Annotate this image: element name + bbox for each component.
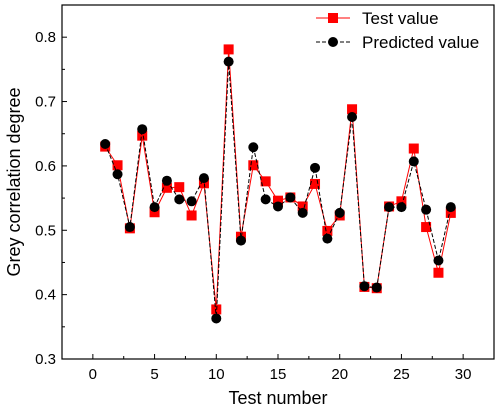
data-point-predicted-value: [137, 124, 148, 135]
data-point-test-value: [421, 222, 432, 233]
data-point-predicted-value: [112, 169, 123, 180]
data-point-predicted-value: [371, 282, 382, 293]
series-line-predicted-value: [104, 61, 452, 319]
data-point-test-value: [137, 130, 148, 141]
x-tick-label: 15: [270, 366, 287, 383]
data-point-test-value: [347, 104, 358, 115]
data-point-predicted-value: [310, 162, 321, 173]
y-tick-label: 0.6: [35, 158, 56, 175]
data-point-predicted-value: [334, 207, 345, 218]
data-point-test-value: [310, 178, 321, 189]
legend-marker-test-value: [328, 13, 338, 23]
x-tick-label: 25: [393, 366, 410, 383]
legend: Test value Predicted value: [316, 9, 479, 52]
data-point-predicted-value: [149, 202, 160, 213]
data-point-test-value: [174, 182, 185, 193]
data-point-test-value: [273, 195, 283, 206]
data-point-predicted-value: [235, 235, 246, 246]
plot-frame: [61, 4, 495, 360]
series-predicted-value: [100, 56, 456, 324]
data-point-predicted-value: [359, 281, 370, 292]
data-point-predicted-value: [248, 142, 259, 153]
data-point-test-value: [433, 267, 444, 278]
y-tick-label: 0.4: [35, 287, 56, 304]
legend-label-test-value: Test value: [362, 9, 439, 28]
data-point-predicted-value: [223, 56, 234, 67]
data-point-predicted-value: [347, 111, 358, 122]
series-test-value: [100, 44, 456, 315]
y-tick-label: 0.7: [35, 94, 56, 111]
data-point-predicted-value: [322, 233, 333, 244]
data-point-test-value: [248, 160, 259, 171]
y-tick-label: 0.8: [35, 29, 56, 46]
data-point-predicted-value: [421, 204, 432, 215]
legend-entry-test-value: Test value: [316, 9, 439, 28]
data-point-test-value: [223, 44, 234, 55]
data-point-predicted-value: [100, 139, 111, 150]
x-tick-label: 0: [89, 366, 97, 383]
data-point-predicted-value: [198, 173, 209, 184]
x-axis-title: Test number: [228, 388, 327, 408]
data-point-test-value: [408, 143, 419, 154]
data-point-test-value: [149, 207, 160, 218]
data-point-predicted-value: [445, 202, 456, 213]
data-point-predicted-value: [285, 192, 296, 203]
x-tick-label: 20: [331, 366, 348, 383]
series-line-test-value: [104, 49, 452, 310]
legend-marker-predicted-value: [328, 37, 338, 47]
data-point-predicted-value: [161, 175, 172, 186]
data-point-predicted-value: [186, 196, 197, 207]
data-point-test-value: [112, 160, 123, 171]
data-point-predicted-value: [211, 313, 222, 324]
data-point-predicted-value: [297, 207, 308, 218]
data-point-test-value: [297, 201, 308, 212]
data-point-predicted-value: [396, 202, 407, 213]
y-tick-label: 0.3: [35, 351, 56, 368]
data-point-test-value: [445, 207, 456, 218]
data-point-test-value: [186, 210, 197, 221]
data-point-test-value: [161, 182, 172, 193]
y-axis: 0.3 0.4 0.5 0.6 0.7 0.8: [35, 4, 67, 368]
data-point-predicted-value: [433, 255, 444, 266]
data-point-test-value: [396, 196, 407, 207]
data-point-predicted-value: [124, 222, 135, 233]
data-point-predicted-value: [384, 202, 395, 213]
y-axis-title: Grey correlation degree: [4, 87, 24, 276]
data-point-predicted-value: [260, 194, 271, 205]
x-tick-label: 10: [208, 366, 225, 383]
data-point-predicted-value: [408, 156, 419, 167]
x-tick-label: 30: [455, 366, 472, 383]
data-point-predicted-value: [174, 194, 185, 205]
legend-entry-predicted-value: Predicted value: [316, 33, 479, 52]
data-point-predicted-value: [273, 201, 283, 212]
legend-label-predicted-value: Predicted value: [362, 33, 479, 52]
data-point-test-value: [198, 178, 209, 189]
y-tick-label: 0.5: [35, 222, 56, 239]
series-layer: [100, 44, 456, 324]
data-point-test-value: [322, 225, 333, 236]
x-axis: 0 5 10 15 20 25 30: [89, 354, 472, 383]
x-tick-label: 5: [150, 366, 158, 383]
data-point-test-value: [260, 176, 271, 187]
